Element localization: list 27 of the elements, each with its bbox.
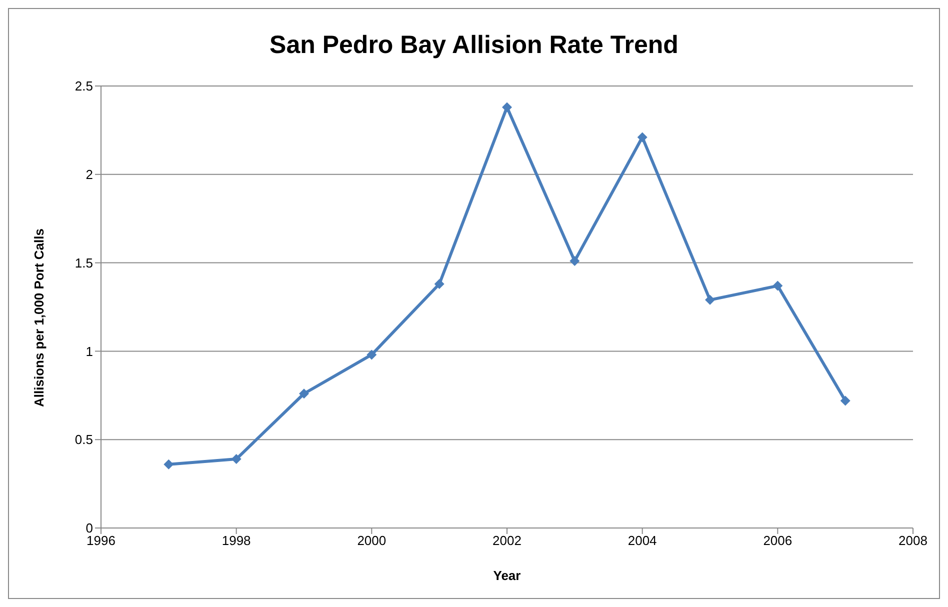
chart-title: San Pedro Bay Allision Rate Trend bbox=[268, 30, 680, 61]
point bbox=[231, 454, 242, 464]
y-tick-label: 1.5 bbox=[74, 255, 93, 270]
x-tick-label: 2000 bbox=[357, 533, 386, 548]
point bbox=[772, 280, 783, 291]
y-tick-label: 2 bbox=[86, 167, 93, 182]
point bbox=[705, 294, 715, 305]
x-tick-label: 2008 bbox=[898, 533, 928, 548]
point bbox=[502, 102, 512, 112]
x-tick-label: 2004 bbox=[628, 533, 657, 548]
point bbox=[570, 256, 580, 266]
x-tick-label: 2006 bbox=[763, 533, 792, 548]
y-axis-title: Allisions per 1,000 Port Calls bbox=[32, 228, 47, 407]
y-tick-label: 0.5 bbox=[74, 432, 93, 448]
y-tick-label: 1 bbox=[86, 344, 93, 359]
point bbox=[840, 396, 850, 406]
point bbox=[637, 132, 648, 142]
y-tick-label: 2.5 bbox=[74, 78, 93, 94]
x-tick-label: 1996 bbox=[86, 533, 116, 548]
point bbox=[434, 279, 444, 290]
x-tick-label: 2002 bbox=[492, 533, 522, 548]
y-tick-label: 0 bbox=[86, 520, 93, 536]
x-axis-title: Year bbox=[493, 568, 521, 583]
point bbox=[299, 388, 309, 399]
point bbox=[164, 459, 174, 470]
x-tick-label: 1998 bbox=[222, 533, 251, 548]
point bbox=[366, 350, 377, 360]
